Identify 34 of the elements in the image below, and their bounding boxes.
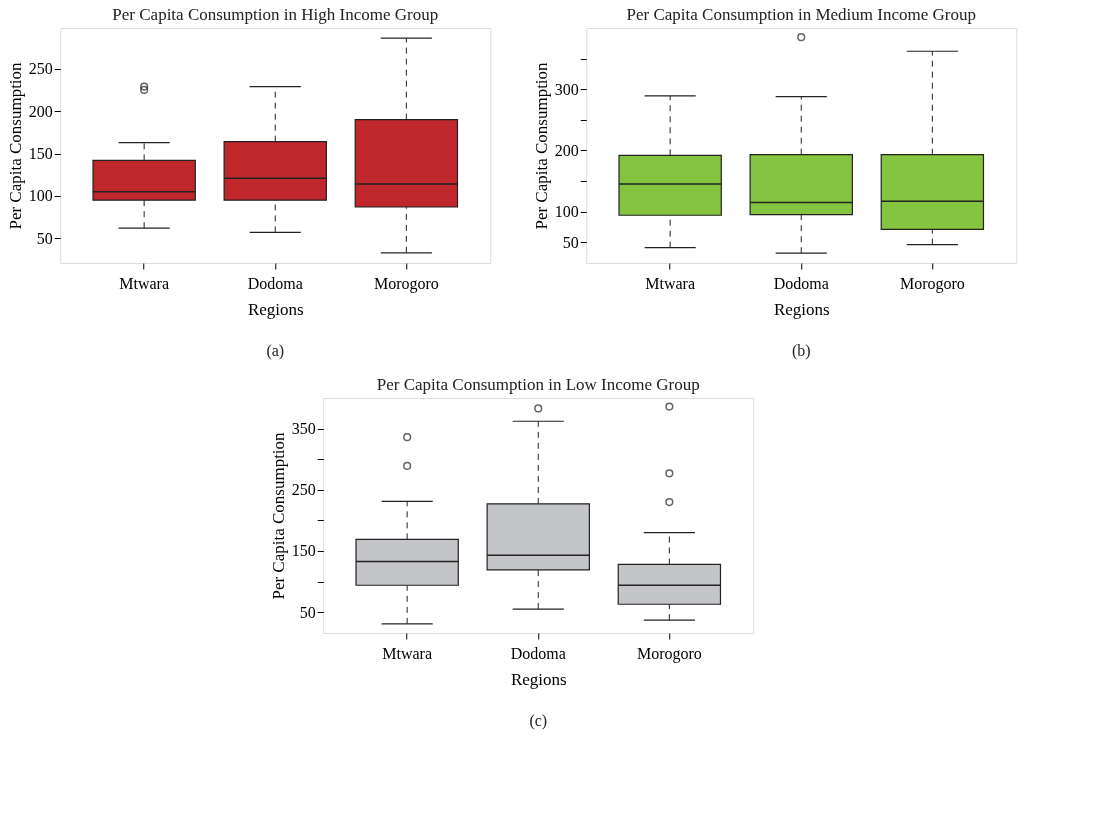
- y-tick-label: 350: [291, 420, 316, 438]
- x-tick-label: Morogoro: [373, 274, 439, 293]
- y-axis-title: Per Capita Consumption: [531, 61, 551, 230]
- x-tick-label: Dodoma: [773, 274, 829, 292]
- y-tick-label: 300: [554, 80, 579, 98]
- x-tick-label: Mtwara: [119, 274, 170, 292]
- y-axis-title: Per Capita Consumption: [5, 61, 25, 230]
- x-tick-label: Morogoro: [636, 644, 702, 663]
- y-tick-label: 250: [291, 481, 316, 499]
- text: (a): [266, 342, 285, 360]
- y-axis-title: Per Capita Consumption: [268, 431, 288, 600]
- y-tick-label: 50: [36, 229, 53, 247]
- y-tick-label: 100: [554, 203, 579, 221]
- text: (b): [791, 342, 811, 360]
- text: (c): [529, 712, 548, 730]
- chart-title: Per Capita Consumption in High Income Group: [112, 5, 439, 24]
- chart-title: Per Capita Consumption in Medium Income Group: [626, 5, 976, 24]
- y-tick-label: 250: [28, 60, 53, 78]
- x-axis-title: Regions: [773, 299, 830, 319]
- x-tick-label: Mtwara: [382, 644, 433, 662]
- y-tick-label: 150: [291, 542, 316, 560]
- y-tick-label: 50: [299, 603, 316, 621]
- y-tick-label: 200: [28, 102, 53, 120]
- x-tick-label: Mtwara: [645, 274, 696, 292]
- x-tick-label: Morogoro: [899, 274, 965, 293]
- y-tick-label: 200: [554, 141, 579, 159]
- y-tick-label: 50: [562, 233, 579, 251]
- y-tick-label: 100: [28, 187, 53, 205]
- x-axis-title: Regions: [510, 669, 567, 689]
- y-tick-label: 150: [28, 145, 53, 163]
- x-axis-title: Regions: [247, 299, 304, 319]
- chart-title: Per Capita Consumption in Low Income Group: [376, 375, 700, 394]
- x-tick-label: Dodoma: [247, 274, 303, 292]
- x-tick-label: Dodoma: [510, 644, 566, 662]
